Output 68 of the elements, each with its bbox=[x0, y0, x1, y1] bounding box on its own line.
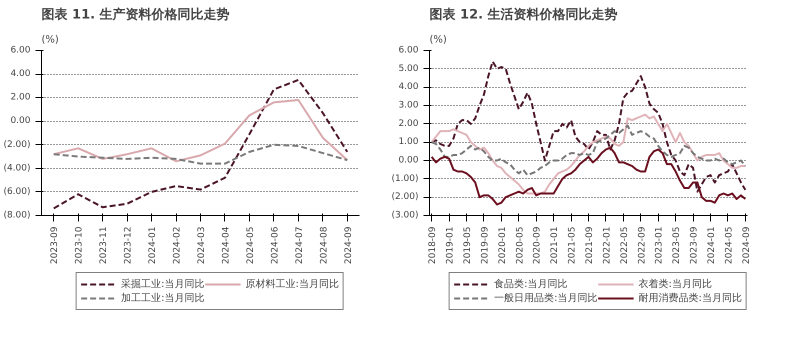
x-tick-label: 2024-01 bbox=[706, 226, 717, 264]
x-tick-label: 2023-11 bbox=[99, 226, 110, 264]
x-tick-label: 2019-09 bbox=[480, 226, 490, 264]
legend-label: 一般日用品类:当月同比 bbox=[494, 292, 598, 305]
x-tick-label: 2024-05 bbox=[246, 226, 256, 264]
x-tick-label: 2021-09 bbox=[585, 226, 595, 264]
line-series bbox=[52, 144, 348, 165]
y-tick-label: 2.00 bbox=[10, 92, 31, 103]
y-tick-label: (8.00) bbox=[3, 210, 30, 220]
y-tick-label: 4.00 bbox=[10, 69, 31, 80]
x-tick-label: 2022-09 bbox=[637, 226, 648, 264]
y-tick-label: (2.00) bbox=[391, 192, 418, 202]
x-tick-label: 2024-04 bbox=[221, 226, 232, 264]
x-tick-label: 2018-09 bbox=[428, 226, 438, 264]
x-tick-label: 2024-06 bbox=[270, 226, 280, 264]
x-tick-label: 2024-02 bbox=[172, 226, 183, 264]
y-tick-label: 3.00 bbox=[398, 100, 419, 110]
line-series bbox=[430, 146, 746, 206]
x-tick-label: 2023-09 bbox=[50, 226, 60, 264]
chart-title: 图表 11. 生产资料价格同比走势 bbox=[42, 6, 230, 22]
y-tick-label: (1.00) bbox=[391, 174, 418, 184]
chart-title: 图表 12. 生活资料价格同比走势 bbox=[430, 6, 618, 22]
legend-label: 采掘工业:当月同比 bbox=[121, 278, 204, 291]
x-tick-label: 2020-05 bbox=[515, 226, 526, 264]
y-tick-label: (2.00) bbox=[3, 140, 30, 150]
x-tick-label: 2023-05 bbox=[672, 226, 682, 264]
y-tick-label: 2.00 bbox=[398, 118, 419, 129]
y-tick-label: 6.00 bbox=[10, 46, 31, 56]
y-tick-label: 0.00 bbox=[10, 116, 31, 126]
x-tick-label: 2023-12 bbox=[124, 226, 134, 264]
x-tick-label: 2019-05 bbox=[463, 226, 474, 264]
x-tick-label: 2020-09 bbox=[532, 226, 543, 264]
x-tick-label: 2023-10 bbox=[74, 226, 85, 264]
legend-label: 食品类:当月同比 bbox=[494, 278, 568, 291]
y-tick-label: 0.00 bbox=[398, 156, 419, 166]
y-axis-title: (%) bbox=[430, 34, 447, 46]
x-tick-label: 2022-01 bbox=[602, 226, 612, 264]
x-tick-label: 2019-01 bbox=[446, 226, 456, 264]
y-axis-title: (%) bbox=[42, 34, 59, 46]
x-tick-label: 2020-01 bbox=[498, 226, 508, 264]
y-tick-label: 4.00 bbox=[398, 82, 419, 92]
x-tick-label: 2024-03 bbox=[197, 226, 207, 264]
x-tick-label: 2024-05 bbox=[724, 226, 734, 264]
line-series bbox=[430, 124, 746, 176]
y-tick-label: 6.00 bbox=[398, 46, 419, 56]
x-tick-label: 2024-07 bbox=[294, 226, 305, 264]
y-tick-label: (6.00) bbox=[3, 186, 30, 197]
x-tick-label: 2024-09 bbox=[742, 226, 752, 264]
x-tick-label: 2022-05 bbox=[620, 226, 630, 264]
y-tick-label: 5.00 bbox=[398, 64, 419, 74]
y-tick-label: 1.00 bbox=[398, 137, 419, 148]
x-tick-label: 2023-01 bbox=[654, 226, 665, 264]
x-tick-label: 2021-05 bbox=[568, 226, 578, 264]
line-series bbox=[430, 60, 746, 193]
y-tick-label: (4.00) bbox=[3, 163, 30, 174]
legend-label: 加工工业:当月同比 bbox=[121, 292, 204, 305]
legend-label: 衣着类:当月同比 bbox=[638, 278, 712, 291]
x-tick-label: 2024-09 bbox=[344, 226, 354, 264]
x-tick-label: 2024-01 bbox=[148, 226, 158, 264]
x-tick-label: 2023-09 bbox=[690, 226, 700, 264]
legend-label: 耐用消费品类:当月同比 bbox=[638, 292, 742, 305]
line-series bbox=[52, 78, 348, 210]
x-tick-label: 2021-01 bbox=[550, 226, 560, 264]
x-tick-label: 2024-08 bbox=[319, 226, 330, 264]
legend-label: 原材料工业:当月同比 bbox=[246, 278, 339, 291]
line-series bbox=[52, 99, 348, 162]
line-series bbox=[430, 114, 746, 194]
y-tick-label: (3.00) bbox=[391, 210, 418, 220]
